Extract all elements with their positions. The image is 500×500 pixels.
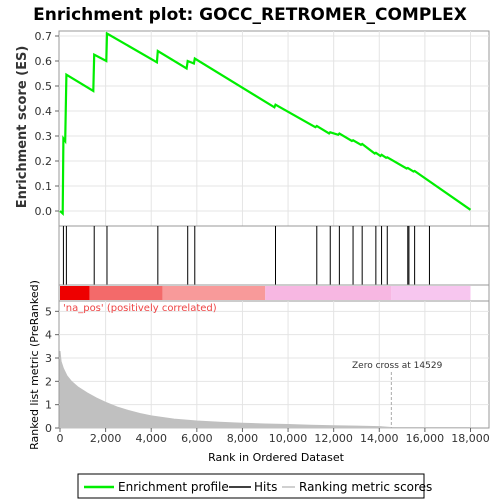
- legend-hits-label: Hits: [254, 480, 277, 494]
- es-y-tick-label: 0.2: [35, 155, 53, 168]
- colorbar-segment: [89, 286, 163, 300]
- legend-metric-label: Ranking metric scores: [299, 480, 432, 494]
- metric-y-tick-label: 1: [45, 399, 52, 412]
- es-y-axis-label: Enrichment score (ES): [15, 46, 30, 209]
- x-tick-label: 10,000: [269, 432, 308, 445]
- es-y-tick-label: 0.0: [35, 205, 53, 218]
- es-y-tick-label: 0.6: [35, 55, 53, 68]
- legend: Enrichment profile Hits Ranking metric s…: [77, 473, 432, 499]
- x-tick-label: 12,000: [314, 432, 353, 445]
- metric-y-tick-label: 2: [45, 375, 52, 388]
- metric-grid: [59, 301, 489, 428]
- x-tick-label: 16,000: [406, 432, 445, 445]
- legend-frame: [77, 473, 425, 499]
- rank-colorbar: [58, 284, 490, 302]
- chart-title: Enrichment plot: GOCC_RETROMER_COMPLEX: [33, 5, 467, 25]
- metric-y-ticks: 0 1 2 3 4 5: [45, 305, 59, 435]
- metric-y-axis-label: Ranked list metric (PreRanked): [28, 280, 41, 450]
- hits-lines: [62, 226, 430, 285]
- legend-enrichment-label: Enrichment profile: [118, 480, 229, 494]
- x-tick-label: 18,000: [451, 432, 490, 445]
- hits-panel: [58, 225, 490, 286]
- x-tick-label: 6,000: [181, 432, 213, 445]
- metric-y-tick-label: 4: [45, 329, 52, 342]
- colorbar-segment: [60, 286, 90, 300]
- x-tick-label: 8,000: [227, 432, 259, 445]
- x-axis-label: Rank in Ordered Dataset: [208, 451, 345, 464]
- zero-cross-label: Zero cross at 14529: [352, 361, 443, 371]
- metric-plot-frame: [58, 300, 490, 429]
- es-y-tick-label: 0.7: [35, 30, 53, 43]
- metric-y-tick-label: 5: [45, 305, 52, 318]
- es-grid: [59, 31, 489, 226]
- x-tick-label: 2,000: [90, 432, 122, 445]
- colorbar-segment: [265, 286, 392, 300]
- colorbar-segment: [162, 286, 266, 300]
- enrichment-profile-line: [59, 31, 472, 216]
- ranking-metric-area: [59, 350, 471, 429]
- metric-y-tick-label: 3: [45, 352, 52, 365]
- positive-correlation-label: 'na_pos' (positively correlated): [63, 303, 217, 314]
- x-tick-label: 0: [57, 432, 64, 445]
- metric-y-tick-label: 0: [45, 422, 52, 435]
- es-y-tick-label: 0.1: [35, 180, 53, 193]
- hits-plot-frame: [58, 225, 490, 286]
- es-panel: 0.0 0.1 0.2 0.3 0.4 0.5 0.6 0.7 Enrichment scor…: [15, 30, 490, 227]
- es-y-tick-label: 0.3: [35, 130, 53, 143]
- x-tick-label: 4,000: [135, 432, 167, 445]
- metric-panel: 0 1 2 3 4 5 0 2,000 4,000 6,000 8,000 10,000 12,000…: [28, 280, 490, 464]
- es-plot-frame: [58, 30, 490, 227]
- x-tick-label: 14,000: [360, 432, 399, 445]
- es-y-tick-label: 0.5: [35, 80, 53, 93]
- es-y-tick-label: 0.4: [35, 105, 53, 118]
- colorbar-segment: [391, 286, 471, 300]
- metric-x-ticks: 0 2,000 4,000 6,000 8,000 10,000 12,000 14,000 1…: [57, 428, 490, 445]
- colorbar-segments: [60, 286, 471, 300]
- es-y-ticks: 0.0 0.1 0.2 0.3 0.4 0.5 0.6 0.7: [35, 30, 59, 218]
